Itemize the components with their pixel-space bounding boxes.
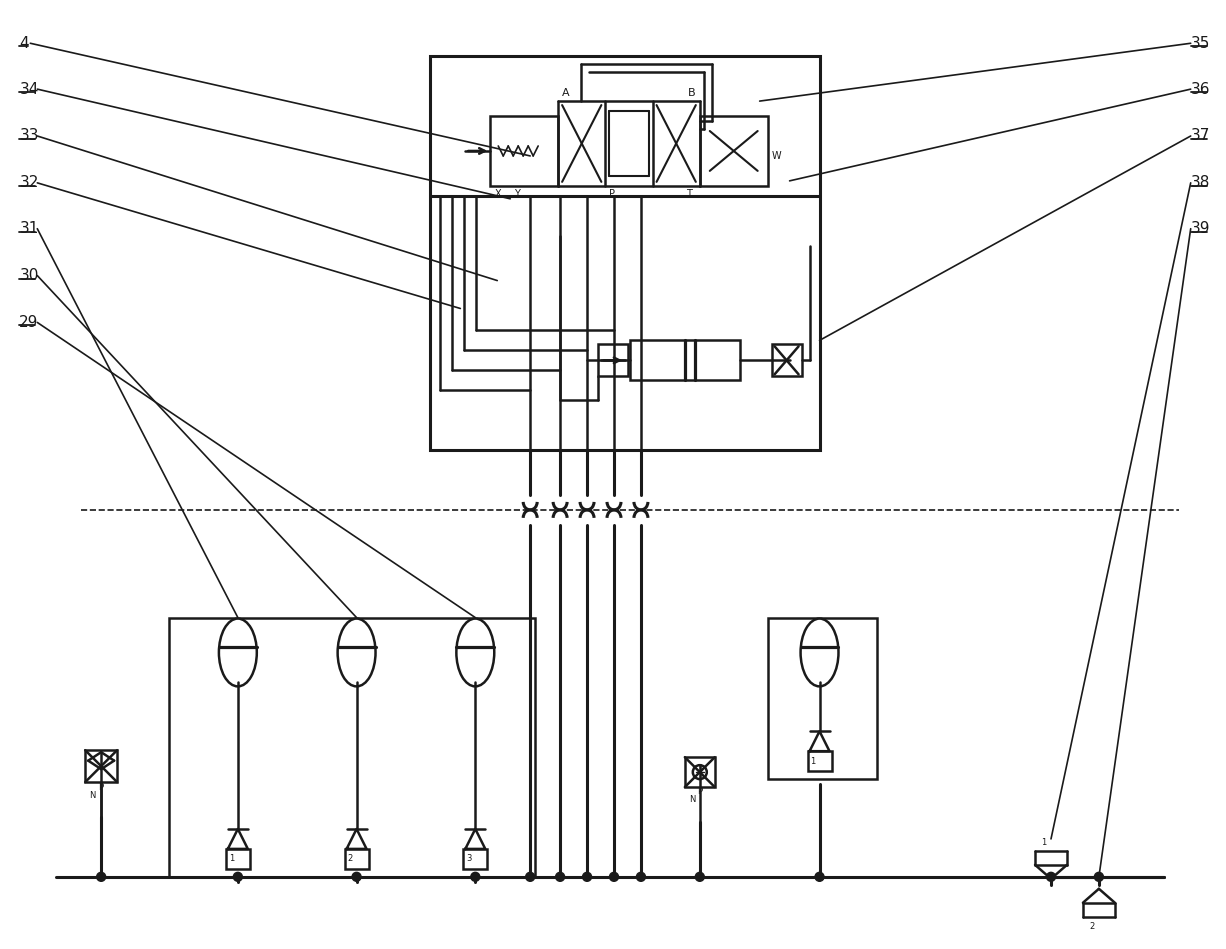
Text: N: N xyxy=(89,791,96,800)
Bar xyxy=(345,849,369,869)
Bar xyxy=(226,849,250,869)
Bar xyxy=(169,618,536,877)
Circle shape xyxy=(815,872,824,882)
Bar xyxy=(808,752,831,772)
Bar xyxy=(463,849,487,869)
Bar xyxy=(430,56,819,450)
Text: W: W xyxy=(771,151,781,161)
Bar xyxy=(85,751,118,782)
Text: 35: 35 xyxy=(1190,36,1210,50)
Circle shape xyxy=(695,872,704,882)
Circle shape xyxy=(352,872,362,882)
Text: 37: 37 xyxy=(1190,128,1210,143)
Bar xyxy=(598,344,628,377)
Circle shape xyxy=(636,872,645,882)
Text: X: X xyxy=(494,189,501,199)
Text: P: P xyxy=(609,189,615,199)
Text: 32: 32 xyxy=(20,176,39,191)
Text: 2: 2 xyxy=(1089,922,1094,931)
Circle shape xyxy=(471,872,479,882)
Text: 31: 31 xyxy=(20,221,39,236)
Text: N: N xyxy=(689,794,695,804)
Ellipse shape xyxy=(801,619,839,686)
Text: 1: 1 xyxy=(229,854,234,864)
Circle shape xyxy=(609,872,618,882)
Text: 3: 3 xyxy=(466,854,472,864)
Text: P: P xyxy=(696,787,702,795)
Bar xyxy=(767,618,878,779)
Bar xyxy=(700,116,767,186)
Ellipse shape xyxy=(456,619,494,686)
Text: T: T xyxy=(685,189,691,199)
Text: P: P xyxy=(98,783,103,791)
Bar xyxy=(490,116,558,186)
Text: 33: 33 xyxy=(20,128,39,143)
Bar xyxy=(630,341,739,381)
Text: 29: 29 xyxy=(20,315,39,330)
Circle shape xyxy=(1095,872,1103,882)
Circle shape xyxy=(582,872,592,882)
Text: 4: 4 xyxy=(20,36,29,50)
Circle shape xyxy=(526,872,535,882)
Text: 34: 34 xyxy=(20,82,39,97)
Ellipse shape xyxy=(219,619,256,686)
Text: B: B xyxy=(688,88,695,98)
Circle shape xyxy=(97,872,105,882)
Circle shape xyxy=(555,872,565,882)
Ellipse shape xyxy=(337,619,375,686)
Text: 1: 1 xyxy=(810,756,815,766)
Text: 39: 39 xyxy=(1190,221,1210,236)
Circle shape xyxy=(233,872,243,882)
Circle shape xyxy=(1047,872,1056,882)
Text: Y: Y xyxy=(514,189,520,199)
Text: 1: 1 xyxy=(1041,838,1046,847)
Text: 38: 38 xyxy=(1190,176,1210,191)
Text: 36: 36 xyxy=(1190,82,1210,97)
Text: 2: 2 xyxy=(348,854,353,864)
Text: 30: 30 xyxy=(20,268,39,283)
Bar xyxy=(771,344,802,377)
Bar xyxy=(685,757,715,787)
Text: A: A xyxy=(563,88,570,98)
